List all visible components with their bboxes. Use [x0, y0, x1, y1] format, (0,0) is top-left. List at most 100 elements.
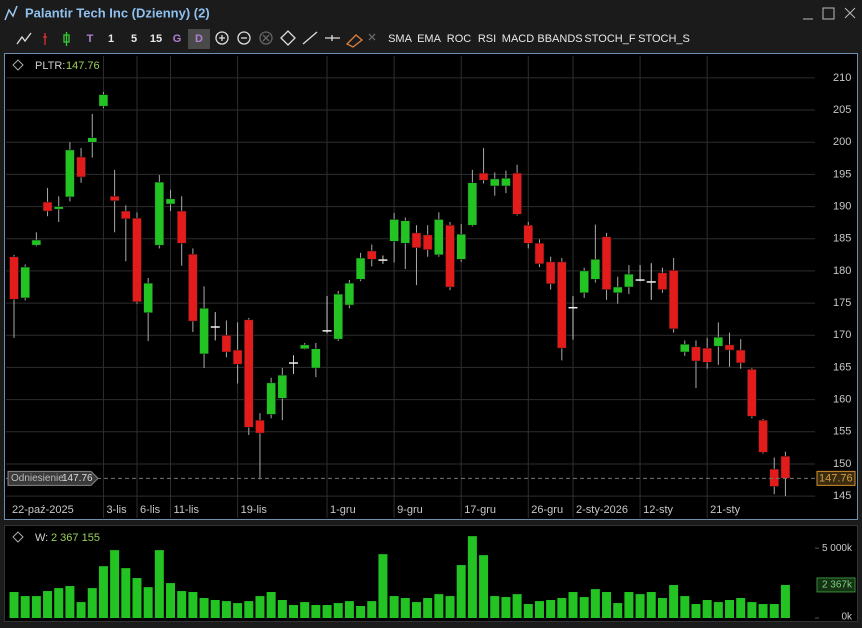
volume-bar: [434, 594, 444, 618]
volume-bar: [121, 568, 131, 618]
candle-body: [557, 261, 567, 349]
volume-bar: [479, 555, 489, 618]
candle-body: [42, 201, 53, 212]
y-tick-label: 0k: [841, 612, 853, 623]
candle-body: [143, 282, 153, 313]
toolbar-button[interactable]: RSI: [478, 33, 496, 45]
candle-body: [367, 250, 377, 260]
toolbar-icons[interactable]: [16, 30, 376, 48]
volume-bar: [646, 592, 656, 618]
toolbar-button[interactable]: 5: [131, 33, 137, 45]
move-icon[interactable]: [12, 59, 24, 543]
candle-body: [109, 196, 120, 202]
candle-body: [244, 319, 254, 428]
x-tick-label: 21-sty: [710, 504, 740, 516]
candle-body: [9, 256, 19, 300]
candle-body: [210, 326, 220, 328]
active-period: [188, 29, 210, 49]
toolbar-button[interactable]: BBANDS: [537, 33, 582, 45]
toolbar-button[interactable]: T: [87, 33, 94, 45]
reference-tag: [7, 470, 99, 486]
volume-bar: [602, 592, 612, 618]
y-tick-label: 205: [833, 104, 851, 116]
volume-bar: [311, 605, 321, 618]
x-tick-label: 17-gru: [464, 504, 496, 516]
candle-body: [188, 253, 198, 322]
candle-body: [612, 286, 623, 294]
volume-bar: [221, 601, 231, 618]
candle-body: [501, 178, 511, 187]
candle-body: [277, 374, 288, 399]
volume-bar: [333, 603, 343, 618]
volume-bar: [736, 598, 746, 618]
candle-body: [20, 266, 30, 299]
volume-last-axis: 2 367k: [822, 580, 853, 591]
candle-body: [355, 257, 366, 280]
candle-body: [322, 330, 332, 332]
app-icon: [4, 5, 18, 21]
volume-bar: [255, 596, 265, 618]
toolbar-button[interactable]: EMA: [417, 33, 442, 45]
candle-body: [154, 181, 165, 246]
candle-body: [668, 270, 679, 330]
x-tick-label: 19-lis: [241, 504, 268, 516]
candle-body: [601, 236, 612, 290]
volume-bar: [534, 601, 544, 618]
candle-body: [311, 348, 321, 369]
candle-body: [445, 224, 455, 288]
candle-body: [735, 349, 746, 364]
y-tick-label: 145: [833, 490, 851, 502]
window-controls[interactable]: [803, 7, 856, 20]
volume-bar: [579, 597, 589, 618]
candle-body: [657, 272, 668, 290]
volume-bar: [624, 592, 634, 618]
volume-bar: [9, 592, 19, 618]
volume-bar: [356, 605, 366, 618]
volume-bar: [669, 585, 679, 618]
candle-body: [702, 347, 712, 363]
candle-body: [691, 346, 701, 362]
y-tick-label: 155: [833, 426, 851, 438]
volume-bar: [456, 565, 466, 618]
candle-body: [199, 307, 209, 355]
volume-bar: [445, 596, 455, 618]
volume-bar: [76, 602, 86, 618]
volume-bar: [300, 602, 310, 618]
y-tick-label: 170: [833, 329, 851, 341]
candle-body: [724, 344, 735, 351]
candle-body: [76, 156, 86, 178]
toolbar-button[interactable]: 15: [150, 33, 162, 45]
last-price-box: [816, 470, 856, 486]
toolbar-button[interactable]: STOCH_S: [638, 33, 690, 45]
candle-body: [132, 217, 142, 303]
volume-bar: [501, 597, 511, 618]
toolbar-button[interactable]: STOCH_F: [584, 33, 635, 45]
volume-bar: [43, 591, 53, 618]
volume-bar: [680, 596, 690, 618]
volume-bar: [411, 602, 421, 618]
candle-body: [266, 382, 276, 415]
volume-bar: [289, 605, 298, 618]
candle-body: [780, 455, 791, 479]
toolbar-button[interactable]: G: [173, 33, 182, 45]
y-tick-label: 175: [833, 297, 851, 309]
candle-body: [758, 419, 768, 453]
x-tick-label: 22-paź-2025: [12, 504, 74, 516]
toolbar-button[interactable]: D: [195, 33, 203, 45]
volume-bar: [154, 550, 164, 618]
volume-bar: [344, 601, 354, 618]
toolbar-button[interactable]: SMA: [388, 33, 413, 45]
toolbar-button[interactable]: ROC: [447, 33, 472, 45]
x-tick-label: 3-lis: [106, 504, 127, 516]
toolbar-button[interactable]: MACD: [502, 33, 534, 45]
y-tick-label: 200: [833, 136, 851, 148]
volume-bar: [512, 594, 522, 618]
volume-bar: [769, 604, 779, 618]
volume-bar: [244, 601, 254, 618]
toolbar-button[interactable]: 1: [108, 33, 114, 45]
candle-body: [299, 344, 310, 350]
candle-body: [456, 233, 466, 260]
volume-last-box: [816, 577, 856, 593]
candle-body: [98, 94, 109, 107]
